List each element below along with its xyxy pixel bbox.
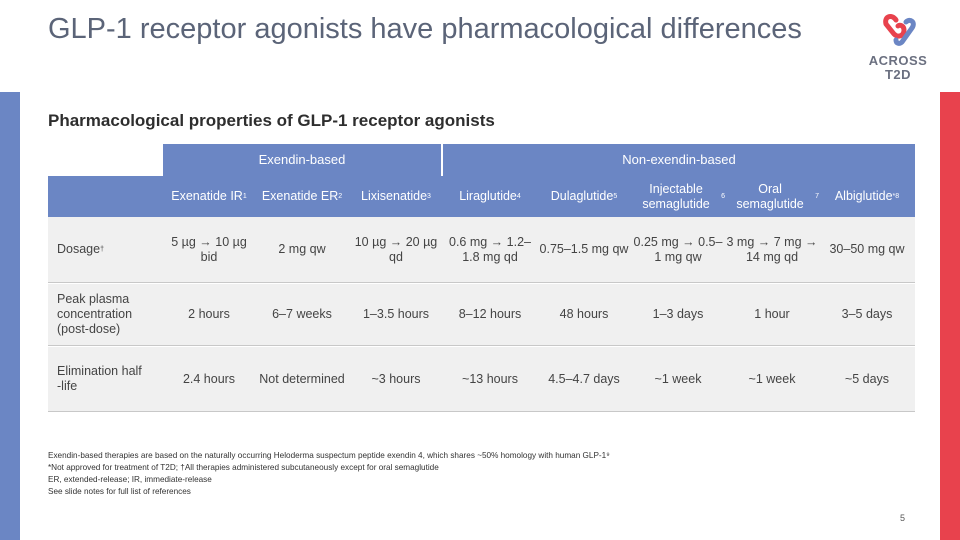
table-cell: 3–5 days xyxy=(841,307,893,321)
group-divider xyxy=(441,144,443,176)
group-header-bar xyxy=(163,144,915,176)
right-accent-bar xyxy=(940,92,960,540)
table-cell: 0.6 mg → 1.2–1.8 mg qd xyxy=(449,234,531,264)
table-cell: 4.5–4.7 days xyxy=(548,371,620,386)
table-row: Peak plasma concentration (post‑dose) 2 … xyxy=(48,284,915,346)
left-accent-bar xyxy=(0,92,20,540)
logo-mark-icon xyxy=(883,14,916,46)
column-header: Oral semaglutide 7 xyxy=(736,181,819,211)
table-row: Dosage † 5 µg → 10 µg bid 2 mg qw 10 µg →… xyxy=(48,217,915,283)
table-cell: 1–3.5 hours xyxy=(362,307,430,321)
table-cell: 2 mg qw xyxy=(278,242,326,256)
table-cell: 2.4 hours xyxy=(182,371,236,386)
table-cell: 2 hours xyxy=(188,307,230,321)
table-cell: ~13 hours xyxy=(462,371,518,386)
table-cell: 0.25 mg → 0.5–1 mg qw xyxy=(633,234,723,264)
page-number: 5 xyxy=(900,513,906,523)
footnote: See slide notes for full list of referen… xyxy=(48,487,191,496)
row-label: Elimination half ‑life xyxy=(57,364,142,393)
across-t2d-logo: ACROSS T2D xyxy=(862,12,934,86)
table-cell: ~3 hours xyxy=(371,371,421,386)
pharmacology-table: Exendin-based Non-exendin-based Exenatid… xyxy=(48,144,915,412)
table-cell: 8–12 hours xyxy=(458,307,522,321)
table-cell: 6–7 weeks xyxy=(272,307,332,321)
column-header: Exenatide ER 2 xyxy=(261,189,343,203)
column-header: Albiglutide *8 xyxy=(834,189,900,203)
table-cell: 1 hour xyxy=(754,307,790,321)
table-cell: 3 mg → 7 mg → 14 mg qd xyxy=(726,234,818,264)
table-cell: 0.75–1.5 mg qw xyxy=(539,242,629,256)
group-exendin-based: Exendin-based xyxy=(258,152,346,167)
column-header: Liraglutide 4 xyxy=(459,189,521,203)
column-header: Dulaglutide 5 xyxy=(550,189,618,203)
table-cell: ~1 week xyxy=(654,371,702,386)
table-cell: Not determined xyxy=(259,371,345,386)
table-cell: 1–3 days xyxy=(652,307,704,321)
slide-title: GLP-1 receptor agonists have pharmacolog… xyxy=(48,13,802,45)
table-cell: 30–50 mg qw xyxy=(829,242,905,256)
footnote: *Not approved for treatment of T2D; †All… xyxy=(48,463,439,472)
table-cell: 5 µg → 10 µg bid xyxy=(171,234,247,264)
logo-text-line2: T2D xyxy=(884,67,912,82)
column-header: Exenatide IR 1 xyxy=(171,189,247,203)
row-label: Dosage † xyxy=(57,242,104,256)
table-cell: ~1 week xyxy=(748,371,796,386)
row-label: Peak plasma concentration (post‑dose) xyxy=(57,292,133,336)
table-subtitle: Pharmacological properties of GLP-1 rece… xyxy=(48,111,495,130)
footnotes: Exendin-based therapies are based on the… xyxy=(48,450,908,498)
footnote: ER, extended-release; IR, immediate-rele… xyxy=(48,475,212,484)
table-cell: 10 µg → 20 µg qd xyxy=(354,234,438,264)
group-non-exendin-based: Non-exendin-based xyxy=(622,152,736,167)
table-cell: ~5 days xyxy=(844,371,890,386)
footnote: Exendin-based therapies are based on the… xyxy=(48,451,610,460)
column-header: Injectable semaglutide 6 xyxy=(642,181,725,211)
column-header-bar xyxy=(48,176,915,217)
logo-text-line1: ACROSS xyxy=(868,53,928,68)
table-cell: 48 hours xyxy=(559,307,609,321)
table-row: Elimination half ‑life 2.4 hours Not det… xyxy=(48,347,915,412)
column-header: Lixisenatide 3 xyxy=(361,189,431,203)
